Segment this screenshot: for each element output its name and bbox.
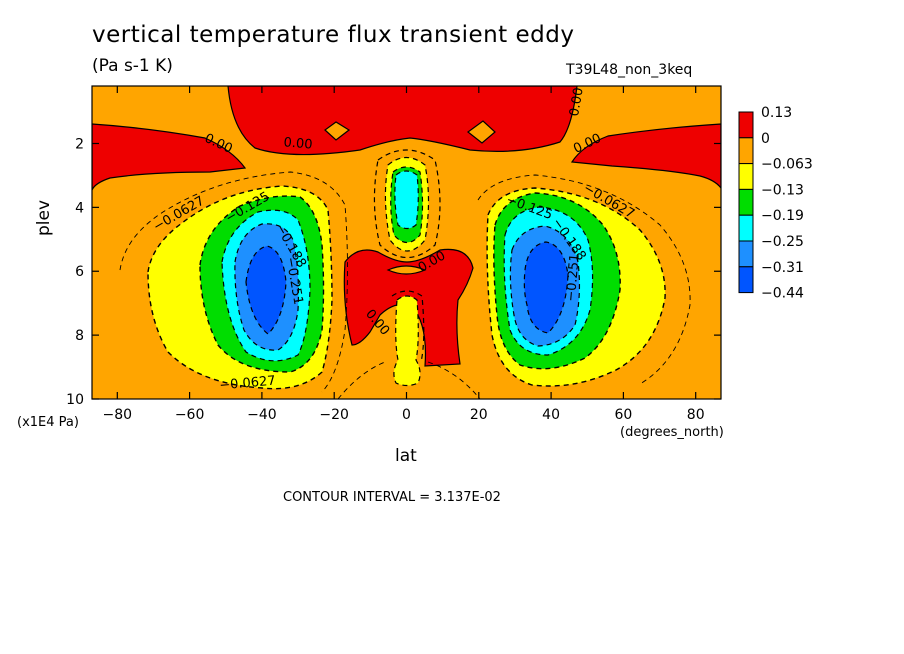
positive-region-top [227, 86, 578, 156]
contour-line-right-125 [493, 192, 621, 370]
contour-line-left-125 [199, 195, 325, 373]
contour-line-bottom-right [427, 361, 481, 399]
x-tick-label: 80 [687, 407, 705, 423]
contour-line-left-188 [221, 209, 311, 362]
positive-region-right [570, 123, 721, 189]
y-tick-label: 8 [75, 328, 84, 344]
legend-swatch [738, 266, 754, 294]
contour-lines [119, 149, 691, 399]
x-tick-label: −60 [175, 407, 205, 423]
chart-title: vertical temperature flux transient eddy [92, 22, 575, 48]
contour-line-right-0627 [486, 187, 666, 387]
contour-line-center-upper-outer [373, 149, 441, 258]
legend-label: −0.063 [761, 157, 813, 173]
legend-swatch [738, 188, 754, 216]
y-axis-unit: (x1E4 Pa) [17, 415, 79, 430]
contour-line-right-core [523, 241, 569, 334]
legend-swatch [738, 240, 754, 268]
legend-swatch [738, 111, 754, 139]
contour-label: −0.0627 [219, 374, 276, 394]
contour-fills [92, 86, 721, 399]
positive-region-left [92, 123, 247, 191]
legend-label: −0.19 [761, 208, 804, 224]
x-tick-label: −80 [103, 407, 133, 423]
contour-label: −0.251 [564, 253, 583, 302]
x-tick-label: −20 [319, 407, 349, 423]
contour-label: 0.00 [567, 86, 587, 117]
contour-line-left-0627 [147, 185, 333, 390]
legend-label: 0 [761, 131, 770, 147]
legend-label: −0.13 [761, 182, 804, 198]
contour-line-right-188 [503, 206, 594, 356]
left-cell-core [246, 246, 286, 334]
contour-line-left-core [245, 245, 287, 335]
legend-swatch [738, 163, 754, 190]
legend-swatch [738, 214, 754, 242]
contour-line-right-outer [477, 174, 691, 385]
orange-lens-center [386, 265, 427, 275]
contour-line-center-lower-2 [393, 295, 421, 387]
central-lower-yellow [393, 296, 421, 386]
legend-label: 0.13 [761, 105, 792, 121]
x-tick-label: −40 [247, 407, 277, 423]
chart-units: (Pa s-1 K) [92, 56, 173, 76]
contour-line-right-251 [509, 225, 581, 347]
contour-line-left-251 [234, 223, 300, 351]
contour-line-center-upper-2 [390, 166, 424, 244]
x-axis-unit: (degrees_north) [620, 425, 724, 440]
y-tick-label: 4 [75, 200, 84, 216]
x-tick-label: 20 [470, 407, 488, 423]
contour-line-center-upper-1 [384, 156, 430, 252]
contour-line-bottom-left [337, 361, 386, 399]
y-tick-label: 6 [75, 264, 84, 280]
legend-swatch [738, 137, 754, 165]
central-upper-cyan [394, 171, 419, 229]
x-tick-label: 60 [614, 407, 632, 423]
x-tick-label: 40 [542, 407, 560, 423]
y-tick-label: 10 [66, 392, 84, 408]
right-cell-core [524, 242, 568, 333]
x-axis-title: lat [395, 446, 417, 466]
dataset-label: T39L48_non_3keq [566, 62, 693, 78]
contour-line-center-upper-3 [394, 170, 419, 230]
orange-island-left [324, 121, 351, 141]
contour-label: 0.00 [283, 135, 313, 152]
legend-label: −0.44 [761, 286, 804, 302]
orange-island-right [467, 120, 496, 144]
y-tick-label: 2 [75, 136, 84, 152]
x-tick-label: 0 [402, 407, 411, 423]
contour-line-left-outer [119, 171, 348, 393]
legend-label: −0.25 [761, 234, 804, 250]
positive-region-center [343, 248, 474, 367]
legend-label: −0.31 [761, 260, 804, 276]
contour-interval-text: CONTOUR INTERVAL = 3.137E-02 [283, 490, 501, 505]
contour-line-center-lower-1 [391, 290, 425, 363]
